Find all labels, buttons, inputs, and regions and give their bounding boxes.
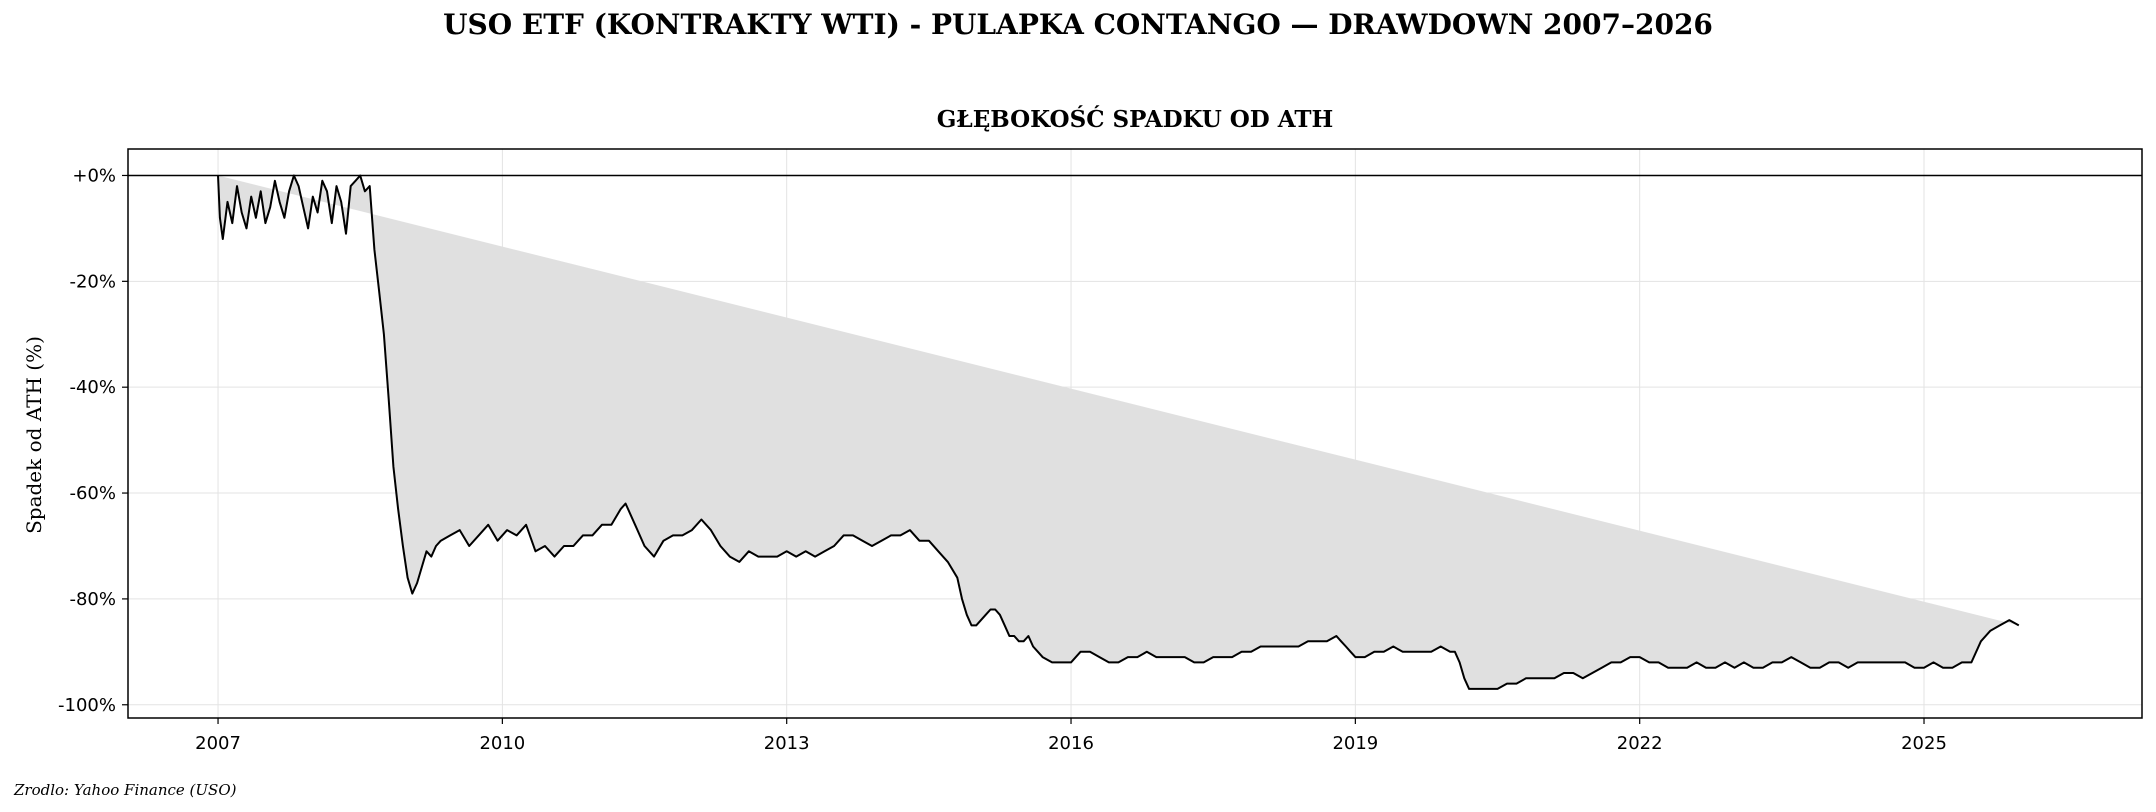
source-note: Zrodlo: Yahoo Finance (USO) <box>14 781 237 799</box>
x-tick-label: 2019 <box>1332 733 1378 754</box>
x-tick-label: 2025 <box>1901 733 1947 754</box>
x-tick-label: 2013 <box>764 733 810 754</box>
plot-frame <box>127 148 2143 719</box>
y-tick-label: -80% <box>69 589 116 610</box>
x-tick-label: 2016 <box>1048 733 1094 754</box>
x-tick-label: 2010 <box>479 733 525 754</box>
drawdown-series-line <box>217 174 2020 690</box>
y-tick-label: -100% <box>58 695 116 716</box>
y-tick-label: -20% <box>69 271 116 292</box>
figure-title: USO ETF (KONTRAKTY WTI) - PULAPKA CONTAN… <box>443 8 1713 41</box>
x-tick-label: 2007 <box>195 733 241 754</box>
y-tick-label: -40% <box>69 377 116 398</box>
y-tick-label: -60% <box>69 483 116 504</box>
x-tick-label: 2022 <box>1617 733 1663 754</box>
x-axis: 2007 2010 2013 2016 2019 2022 2025 <box>195 718 1947 754</box>
drawdown-area <box>217 174 2019 690</box>
y-tick-label: +0% <box>72 165 116 186</box>
chart-title: GŁĘBOKOŚĆ SPADKU OD ATH <box>936 106 1334 133</box>
y-axis: +0% -20% -40% -60% -80% -100% <box>58 165 128 716</box>
